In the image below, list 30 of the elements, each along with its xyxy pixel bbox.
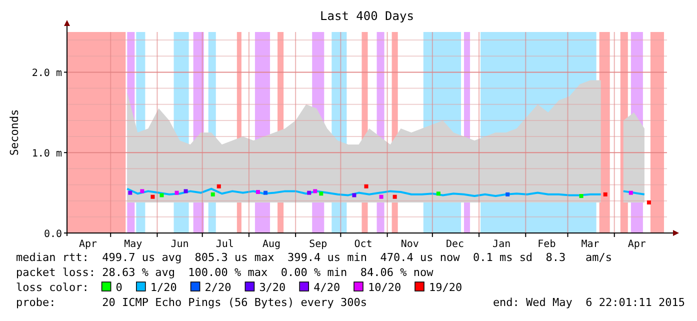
- x-tick-label: Nov: [400, 239, 419, 250]
- x-tick-label: Dec: [446, 239, 464, 250]
- x-tick-label: Oct: [354, 239, 372, 250]
- y-tick-label: 0.0: [44, 229, 62, 240]
- legend-label: 1/20: [150, 281, 177, 294]
- legend-label: 10/20: [368, 281, 402, 294]
- text: packet loss: 28.63 % avg 100.00 % max 0.00 % min 84.06 % now: [16, 266, 434, 279]
- legend-label: 0: [116, 281, 122, 294]
- x-tick-label: Apr: [628, 239, 646, 250]
- x-tick-label: May: [124, 239, 142, 250]
- text: end: Wed May 6 22:01:11 2015: [492, 296, 685, 309]
- y-tick-label: 1.0 m: [32, 148, 62, 160]
- x-tick-label: Apr: [79, 239, 98, 250]
- x-tick-label: Feb: [538, 239, 556, 250]
- x-tick-label: Jul: [216, 239, 234, 250]
- chart-title: Last 400 Days: [320, 9, 414, 23]
- x-tick-label: Aug: [262, 239, 281, 250]
- legend-title: loss color:: [16, 281, 89, 294]
- legend-label: 19/20: [429, 281, 462, 294]
- y-tick-label: 2.0 m: [32, 68, 62, 80]
- x-tick-label: Jun: [170, 239, 189, 250]
- x-tick-label: Mar: [581, 239, 600, 250]
- text: probe: 20 ICMP Echo Pings (56 Bytes) every 300s: [16, 296, 367, 309]
- x-tick-label: Sep: [309, 239, 328, 250]
- legend-label: 2/20: [204, 281, 232, 294]
- y-axis-title: Seconds: [8, 109, 21, 156]
- text: median rtt: 499.7 us avg 805.3 us max 399.4 us min 470.4 us now 0.1 ms sd 8.3 am/s: [16, 251, 612, 264]
- legend-label: 4/20: [314, 281, 340, 294]
- legend-label: 3/20: [259, 281, 286, 294]
- x-tick-label: Jan: [492, 239, 511, 250]
